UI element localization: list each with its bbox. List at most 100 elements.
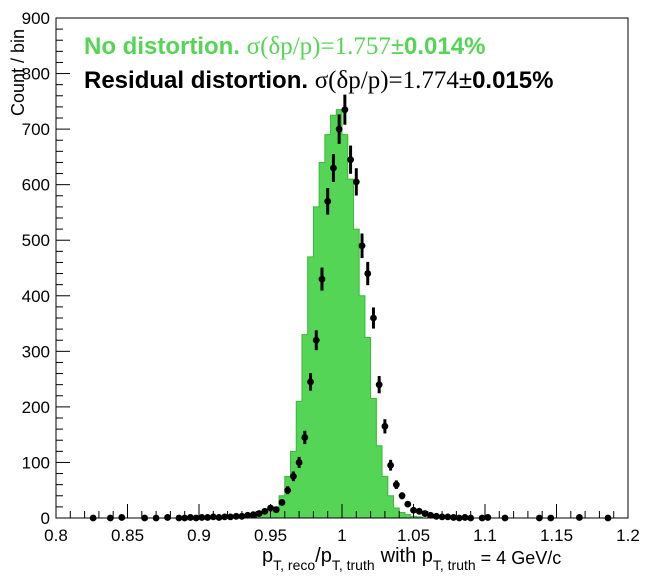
legend-residual-distortion: Residual distortion. σ(δp/p)=1.774±0.015…	[84, 67, 553, 94]
legend-black-prefix: Residual distortion.	[84, 67, 315, 94]
data-point	[398, 492, 406, 500]
data-point	[164, 514, 171, 521]
data-point	[375, 381, 383, 389]
data-point	[289, 472, 297, 480]
data-point	[312, 336, 320, 344]
hist-bar	[376, 445, 383, 518]
data-point	[301, 434, 309, 441]
y-tick-label: 100	[22, 453, 50, 472]
hist-bar	[416, 516, 423, 518]
data-point	[221, 513, 229, 521]
y-tick-label: 200	[22, 398, 50, 417]
legend-black-tail: 0.015%	[472, 67, 553, 94]
data-point	[187, 514, 194, 521]
data-point	[249, 511, 257, 519]
legend-black-pm: ±	[459, 67, 472, 94]
hist-bar	[301, 334, 309, 518]
data-point	[335, 125, 343, 133]
data-point	[478, 514, 486, 522]
data-point	[106, 514, 114, 522]
y-tick-label: 0	[41, 509, 50, 528]
data-point	[284, 486, 292, 494]
x-axis-p1: p	[262, 545, 273, 567]
x-tick-label: 1.2	[616, 526, 640, 545]
x-axis-sub3: T, truth	[433, 557, 476, 573]
data-point	[330, 164, 337, 172]
data-point	[392, 481, 400, 489]
x-tick-label: 1.15	[540, 526, 573, 545]
data-point	[307, 378, 314, 386]
data-point	[575, 514, 583, 521]
hist-bar	[353, 229, 360, 518]
data-point	[427, 511, 435, 519]
y-tick-label: 400	[22, 287, 50, 306]
data-point	[278, 499, 286, 506]
hist-bar	[393, 508, 400, 518]
data-point	[255, 510, 263, 517]
x-axis-tail: = 4 GeV/c	[476, 548, 562, 568]
y-axis-title: Count / bin	[8, 29, 28, 116]
hist-bar	[324, 134, 331, 518]
hist-bar	[387, 495, 394, 518]
data-point	[461, 514, 469, 521]
hist-bar	[290, 451, 297, 518]
x-axis-mid: with p	[380, 545, 433, 567]
legend-green-tail: 0.014%	[404, 33, 485, 60]
data-point	[547, 514, 555, 522]
points-layer	[89, 94, 612, 522]
y-tick-label: 500	[22, 231, 50, 250]
hist-bar	[313, 206, 320, 518]
data-point	[535, 514, 543, 522]
data-point	[227, 513, 234, 521]
y-tick-label: 700	[22, 120, 50, 139]
data-point	[444, 513, 452, 521]
histogram-layer	[249, 109, 423, 519]
hist-bar	[399, 512, 406, 518]
y-tick-label: 300	[22, 342, 50, 361]
hist-bar	[370, 398, 377, 518]
x-tick-label: 0.85	[111, 526, 144, 545]
data-point	[244, 511, 252, 519]
data-point	[450, 514, 457, 521]
hist-bar	[359, 295, 366, 518]
data-point	[341, 106, 349, 114]
data-point	[501, 514, 509, 522]
legend-no-distortion: No distortion. σ(δp/p)=1.757±0.014%	[84, 33, 485, 60]
y-tick-label: 600	[22, 176, 50, 195]
data-point	[381, 422, 389, 430]
data-point	[198, 514, 206, 521]
y-tick-labels: 0 100 200 300 400 500 600 700 800 900	[22, 9, 50, 528]
data-point	[404, 500, 412, 508]
x-tick-label: 0.9	[187, 526, 211, 545]
x-tick-label: 1.1	[473, 526, 497, 545]
x-tick-label: 1.05	[397, 526, 430, 545]
hist-bar	[330, 115, 337, 518]
tick-marks	[55, 17, 629, 519]
hist-outline	[249, 109, 423, 518]
data-point	[118, 514, 126, 521]
data-point	[415, 507, 423, 515]
data-point	[347, 156, 354, 164]
hist-bar	[336, 109, 343, 519]
x-axis-sub1: T, reco	[273, 557, 315, 573]
data-point	[364, 270, 372, 277]
data-point	[295, 459, 303, 466]
y-tick-label: 800	[22, 65, 50, 84]
data-point	[484, 514, 492, 521]
x-tick-label: 1	[337, 526, 346, 545]
hist-bar	[279, 495, 286, 518]
data-point	[89, 514, 97, 522]
legend-green-prefix: No distortion.	[84, 33, 247, 60]
data-point	[387, 461, 395, 469]
data-point	[455, 514, 463, 522]
data-point	[232, 512, 240, 520]
x-tick-labels: 0.8 0.85 0.9 0.95 1 1.05 1.1 1.15 1.2	[44, 526, 640, 545]
data-point	[272, 506, 280, 514]
data-point	[370, 314, 377, 322]
hist-bar	[382, 476, 389, 518]
x-axis-p2: /p	[315, 545, 332, 567]
data-point	[432, 512, 440, 520]
hist-bar	[319, 162, 326, 518]
data-point	[324, 197, 332, 205]
